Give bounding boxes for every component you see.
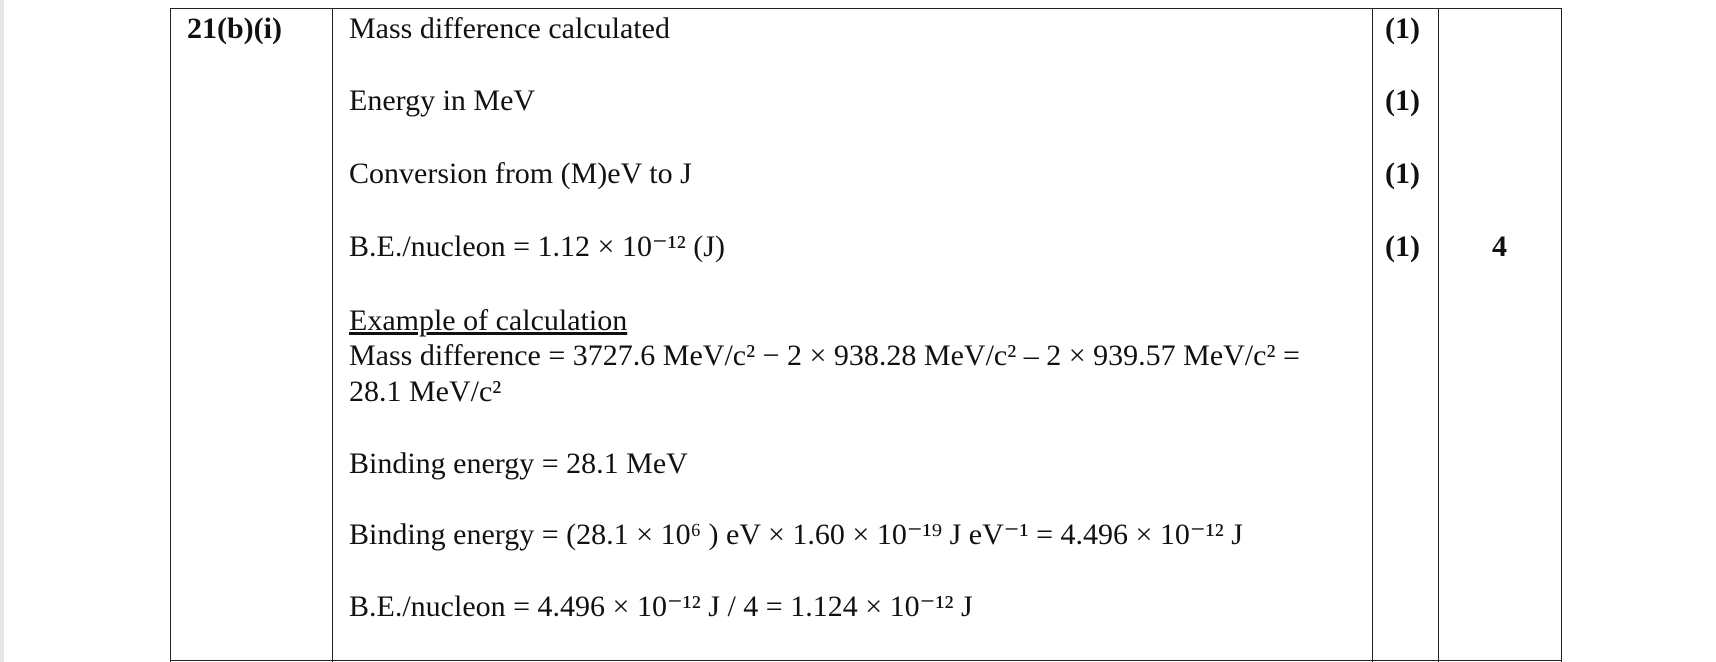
example-line: B.E./nucleon = 4.496 × 10⁻¹² J / 4 = 1.1… [349, 590, 973, 623]
column-border [1438, 8, 1439, 662]
column-border [1561, 8, 1562, 662]
total-marks: 4 [1492, 230, 1507, 263]
marking-point: B.E./nucleon = 1.12 × 10⁻¹² (J) [349, 230, 725, 263]
example-heading: Example of calculation [349, 304, 628, 337]
mark: (1) [1385, 84, 1420, 117]
mark: (1) [1385, 12, 1420, 45]
marking-point: Mass difference calculated [349, 12, 670, 45]
column-border [1372, 8, 1373, 662]
mark: (1) [1385, 230, 1420, 263]
column-border [170, 8, 171, 662]
page-edge [0, 0, 4, 662]
table-bottom-border [170, 660, 1562, 661]
marking-point: Conversion from (M)eV to J [349, 157, 692, 190]
table-top-border [170, 8, 1562, 9]
mark: (1) [1385, 157, 1420, 190]
example-line: 28.1 MeV/c² [349, 375, 502, 408]
example-line: Binding energy = (28.1 × 10⁶ ) eV × 1.60… [349, 518, 1243, 551]
marking-point: Energy in MeV [349, 84, 536, 117]
column-border [332, 8, 333, 662]
example-line: Binding energy = 28.1 MeV [349, 447, 688, 480]
example-line: Mass difference = 3727.6 MeV/c² − 2 × 93… [349, 339, 1300, 372]
question-number: 21(b)(i) [187, 12, 282, 45]
